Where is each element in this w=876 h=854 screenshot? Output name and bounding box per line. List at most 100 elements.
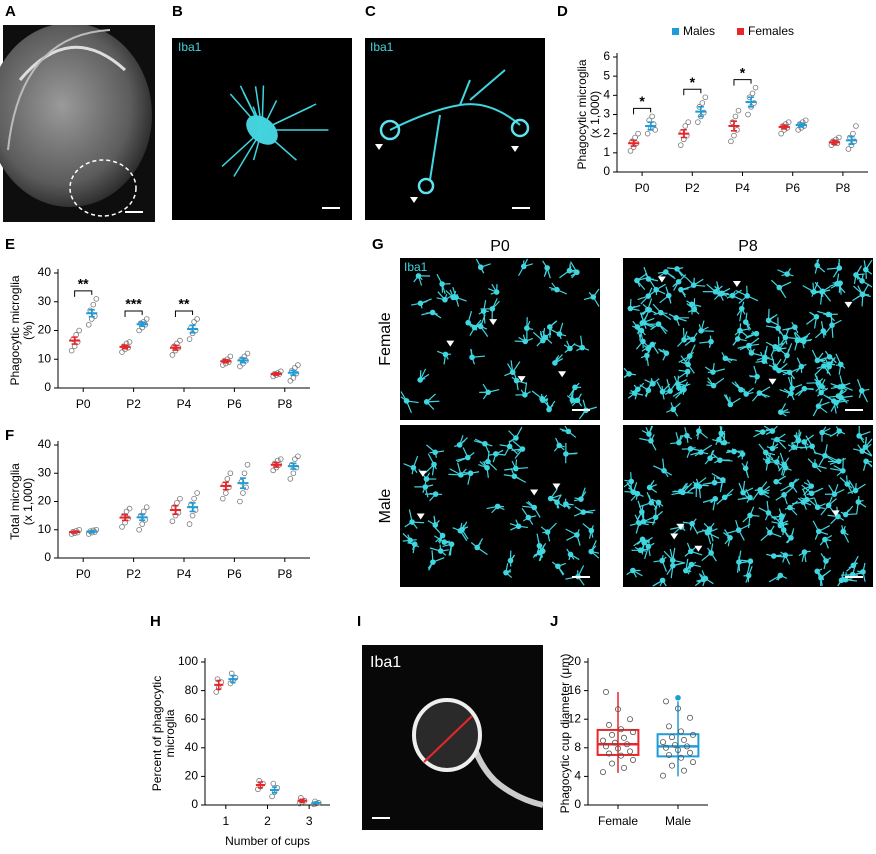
error-bar (272, 786, 278, 794)
cell-process (443, 354, 447, 365)
cell-process (787, 444, 795, 448)
cell-process (818, 530, 829, 536)
cell-process (509, 554, 515, 561)
cell-process (484, 443, 493, 447)
arrowhead (831, 510, 840, 517)
cell-process (686, 435, 689, 443)
cell-process (776, 455, 780, 463)
cell-process (675, 432, 680, 443)
data-point (177, 495, 183, 502)
cell-process (658, 323, 667, 335)
cell-process (831, 325, 834, 338)
data-point (295, 362, 301, 368)
panel-letter: A (5, 3, 16, 20)
data-point (136, 526, 142, 533)
cell-process (760, 351, 765, 362)
cell-process (769, 532, 782, 538)
cell-process (455, 296, 467, 302)
microglia-cell (690, 478, 703, 499)
data-point (749, 90, 756, 97)
data-point (269, 793, 275, 800)
data-point (126, 339, 133, 345)
microglia-cell (812, 520, 831, 540)
microglia-cell (735, 285, 759, 304)
arrowhead (676, 523, 685, 530)
cell-process (838, 364, 842, 375)
data-point (277, 456, 284, 462)
cell-process (830, 312, 833, 326)
cell-process (778, 508, 783, 517)
microglia-cell (566, 548, 580, 561)
cell-process (542, 531, 548, 534)
data-point (194, 316, 200, 322)
cell-process (649, 479, 655, 488)
cell-process (425, 472, 430, 480)
microglia-cell (840, 525, 850, 543)
data-point (612, 739, 619, 746)
cell-process (672, 409, 679, 417)
cell-process (670, 565, 674, 579)
cell-process (779, 281, 792, 289)
microglia-cell (503, 468, 527, 483)
cell-process (748, 565, 753, 576)
data-point (666, 723, 673, 730)
microglia-cell (641, 536, 654, 555)
cell-process (846, 564, 854, 572)
cell-process (796, 357, 802, 367)
cell-process (531, 390, 543, 400)
data-point (732, 113, 739, 120)
cell-process (629, 522, 640, 526)
cell-process (741, 301, 745, 309)
cell-process (402, 532, 411, 541)
cell-process (459, 437, 468, 446)
data-point (609, 731, 616, 738)
y-tick-label: 20 (568, 654, 582, 668)
cell-process (480, 266, 484, 273)
cell-process (650, 434, 655, 442)
data-point (660, 772, 667, 779)
cell-process (574, 506, 584, 513)
cell-process (763, 356, 770, 362)
cell-process (838, 283, 841, 293)
data-point (603, 743, 610, 750)
data-point (270, 780, 277, 787)
cell-process (511, 448, 523, 451)
microglia-cell (559, 263, 577, 279)
cell-process (852, 562, 857, 575)
cell-process (546, 402, 550, 410)
cell-process (460, 468, 467, 476)
data-point (140, 508, 147, 515)
x-tick-label: 1 (222, 814, 229, 828)
microglia-cell (850, 562, 866, 582)
cell-process (491, 505, 499, 514)
data-point (174, 500, 180, 506)
cell-process (754, 376, 758, 384)
data-point (603, 689, 610, 696)
microglia-cell (427, 550, 445, 571)
cell-process (711, 452, 721, 461)
significance-bracket (174, 310, 194, 317)
cell-process (830, 516, 839, 525)
cell-process (648, 425, 654, 435)
cell-process (747, 515, 751, 528)
y-tick-label: 0 (191, 797, 198, 811)
microglia-cell (794, 385, 814, 397)
legend-swatch (672, 28, 679, 35)
cell-process (827, 514, 839, 518)
cell-process (765, 325, 779, 329)
data-point (93, 296, 100, 302)
cell-process (549, 320, 558, 328)
image-a-clip-top (0, 19, 160, 25)
cell-process (452, 290, 457, 298)
cell-process (533, 507, 541, 518)
microglia-cell (559, 425, 577, 438)
cell-process (828, 498, 837, 506)
cell-process (801, 485, 812, 491)
cell-process (630, 307, 640, 312)
x-tick-label: P2 (126, 397, 141, 411)
cell-process (833, 400, 837, 414)
cell-process (742, 480, 746, 493)
cell-process (680, 289, 686, 296)
microglia-cell (758, 500, 776, 521)
cell-process (817, 378, 824, 384)
